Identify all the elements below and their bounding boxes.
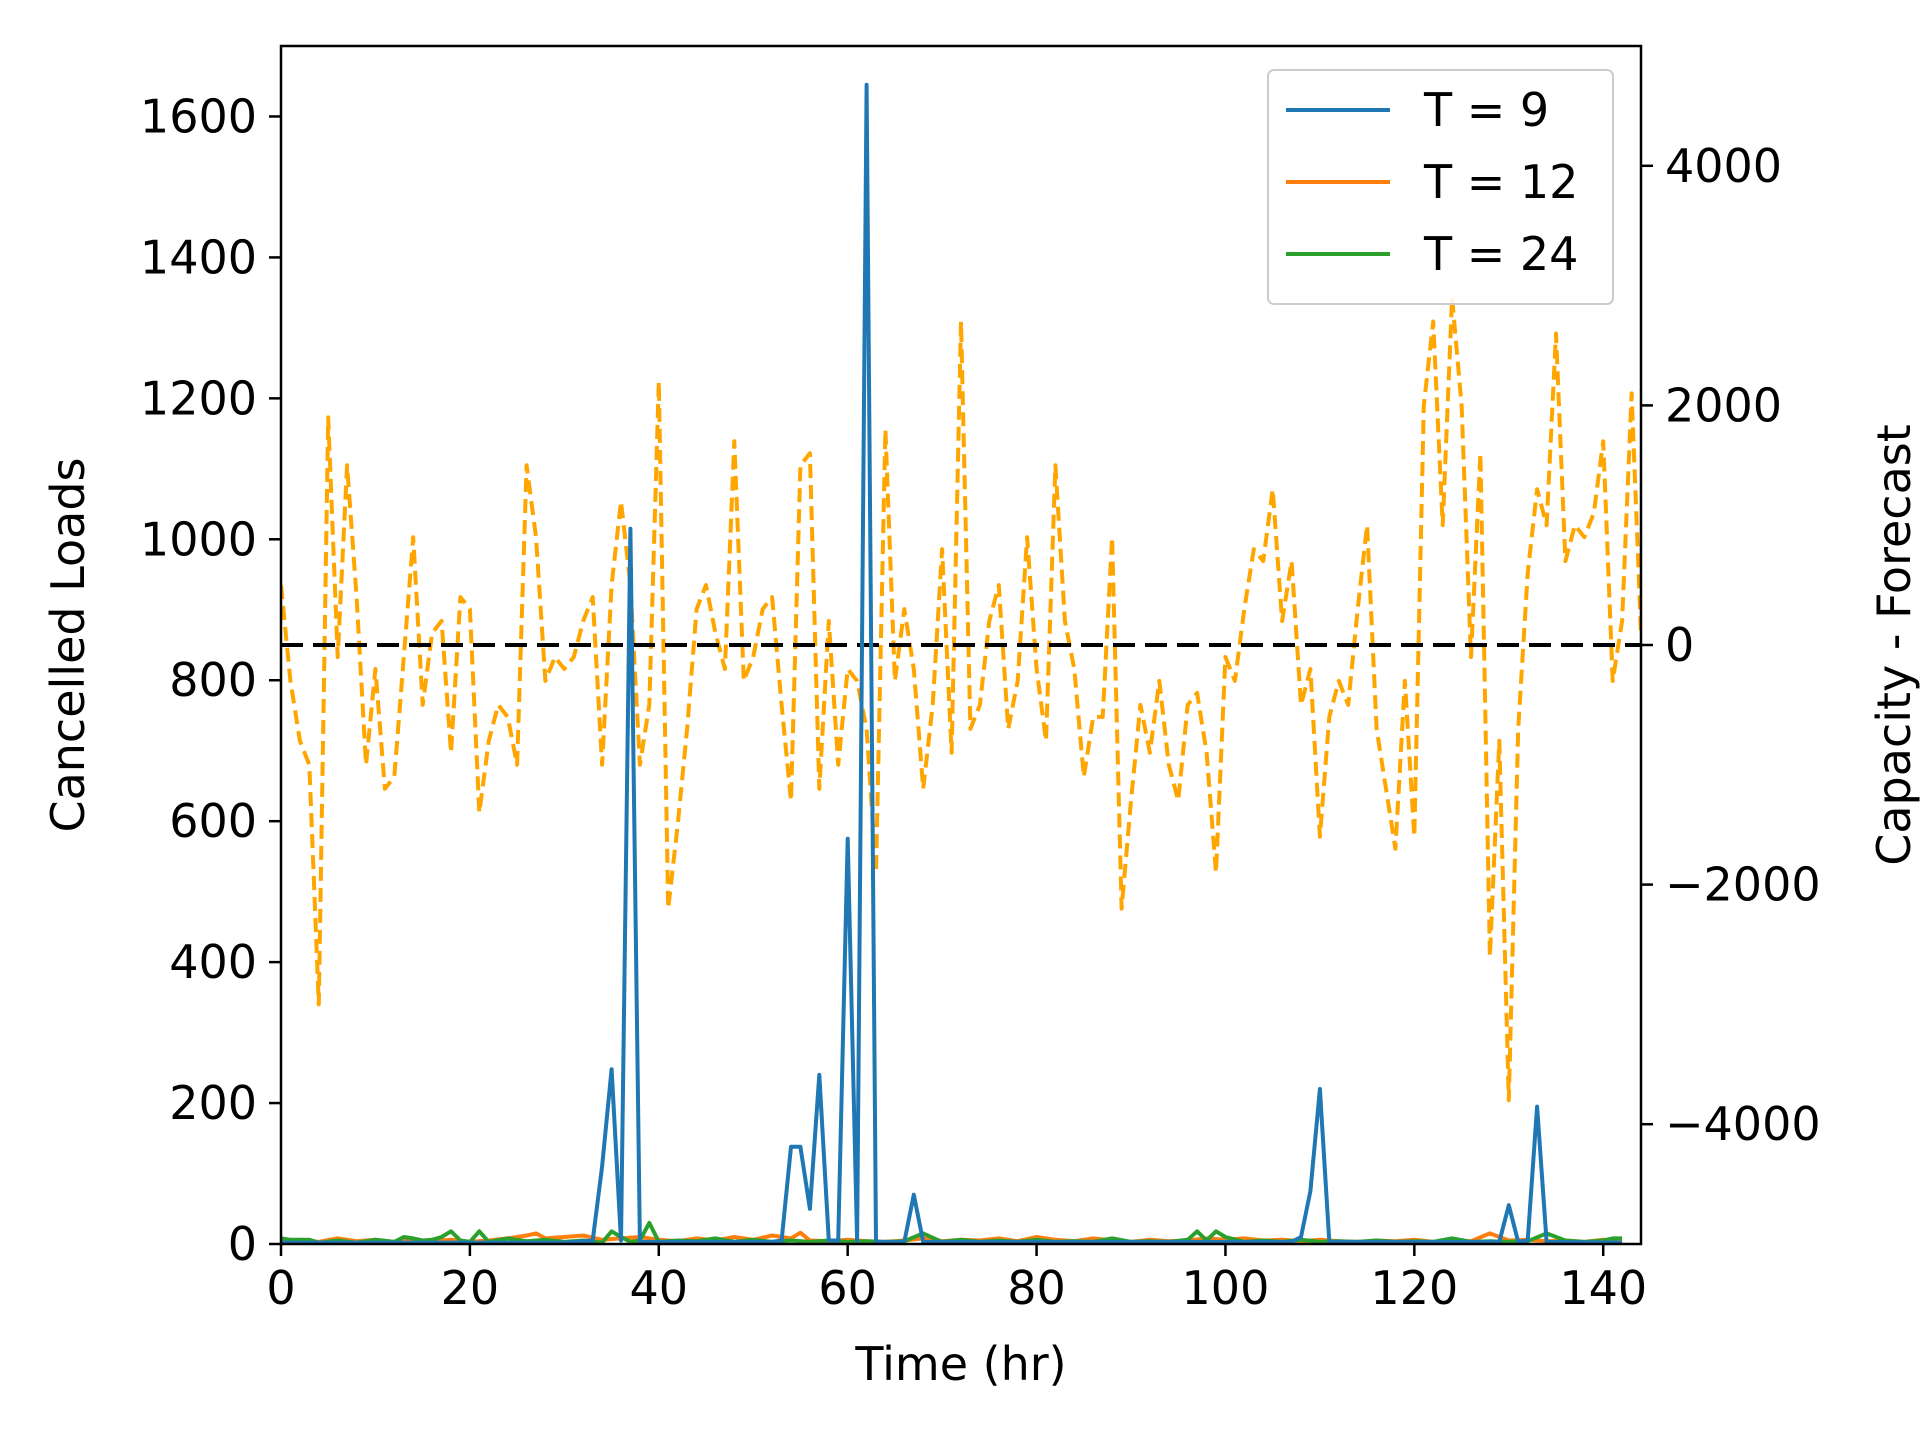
x-tick-label: 0: [266, 1261, 295, 1315]
y2-axis-title: Capacity - Forecast: [1867, 424, 1921, 866]
x-axis-title: Time (hr): [854, 1337, 1066, 1391]
legend-entry: T = 9: [1423, 83, 1549, 137]
y-tick-label: 1600: [140, 89, 257, 143]
x-tick-label: 140: [1559, 1261, 1647, 1315]
y-tick-label: 0: [228, 1217, 257, 1271]
y-tick-label: 600: [169, 794, 257, 848]
legend-entry: T = 24: [1423, 227, 1578, 281]
y-axis-left: 0 200 400 600 800 1000 1200 1400 1600: [140, 89, 281, 1271]
x-tick-label: 60: [818, 1261, 877, 1315]
y-axis-title: Cancelled Loads: [41, 457, 95, 832]
y-axis-right: −4000 −2000 0 2000 4000: [1641, 139, 1821, 1151]
x-axis: 0 20 40 60 80 100 120 140: [266, 1244, 1647, 1315]
y2-tick-label: −4000: [1665, 1097, 1821, 1151]
series-difference-line: [281, 295, 1641, 1103]
series-layer: [281, 82, 1641, 1244]
y-tick-label: 400: [169, 935, 257, 989]
series-t9-line: [281, 82, 1623, 1244]
legend-entry: T = 12: [1423, 155, 1578, 209]
y-tick-label: 200: [169, 1076, 257, 1130]
y-tick-label: 1200: [140, 371, 257, 425]
y-tick-label: 1400: [140, 230, 257, 284]
y2-tick-label: 2000: [1665, 378, 1782, 432]
y-tick-label: 800: [169, 653, 257, 707]
x-tick-label: 80: [1007, 1261, 1066, 1315]
y2-tick-label: 4000: [1665, 139, 1782, 193]
x-tick-label: 120: [1370, 1261, 1458, 1315]
y2-tick-label: −2000: [1665, 858, 1821, 912]
x-tick-label: 20: [441, 1261, 500, 1315]
y2-tick-label: 0: [1665, 618, 1694, 672]
x-tick-label: 100: [1182, 1261, 1270, 1315]
legend: T = 9 T = 12 T = 24: [1267, 69, 1614, 305]
x-tick-label: 40: [630, 1261, 689, 1315]
legend-box: [1267, 69, 1614, 305]
y-tick-label: 1000: [140, 512, 257, 566]
